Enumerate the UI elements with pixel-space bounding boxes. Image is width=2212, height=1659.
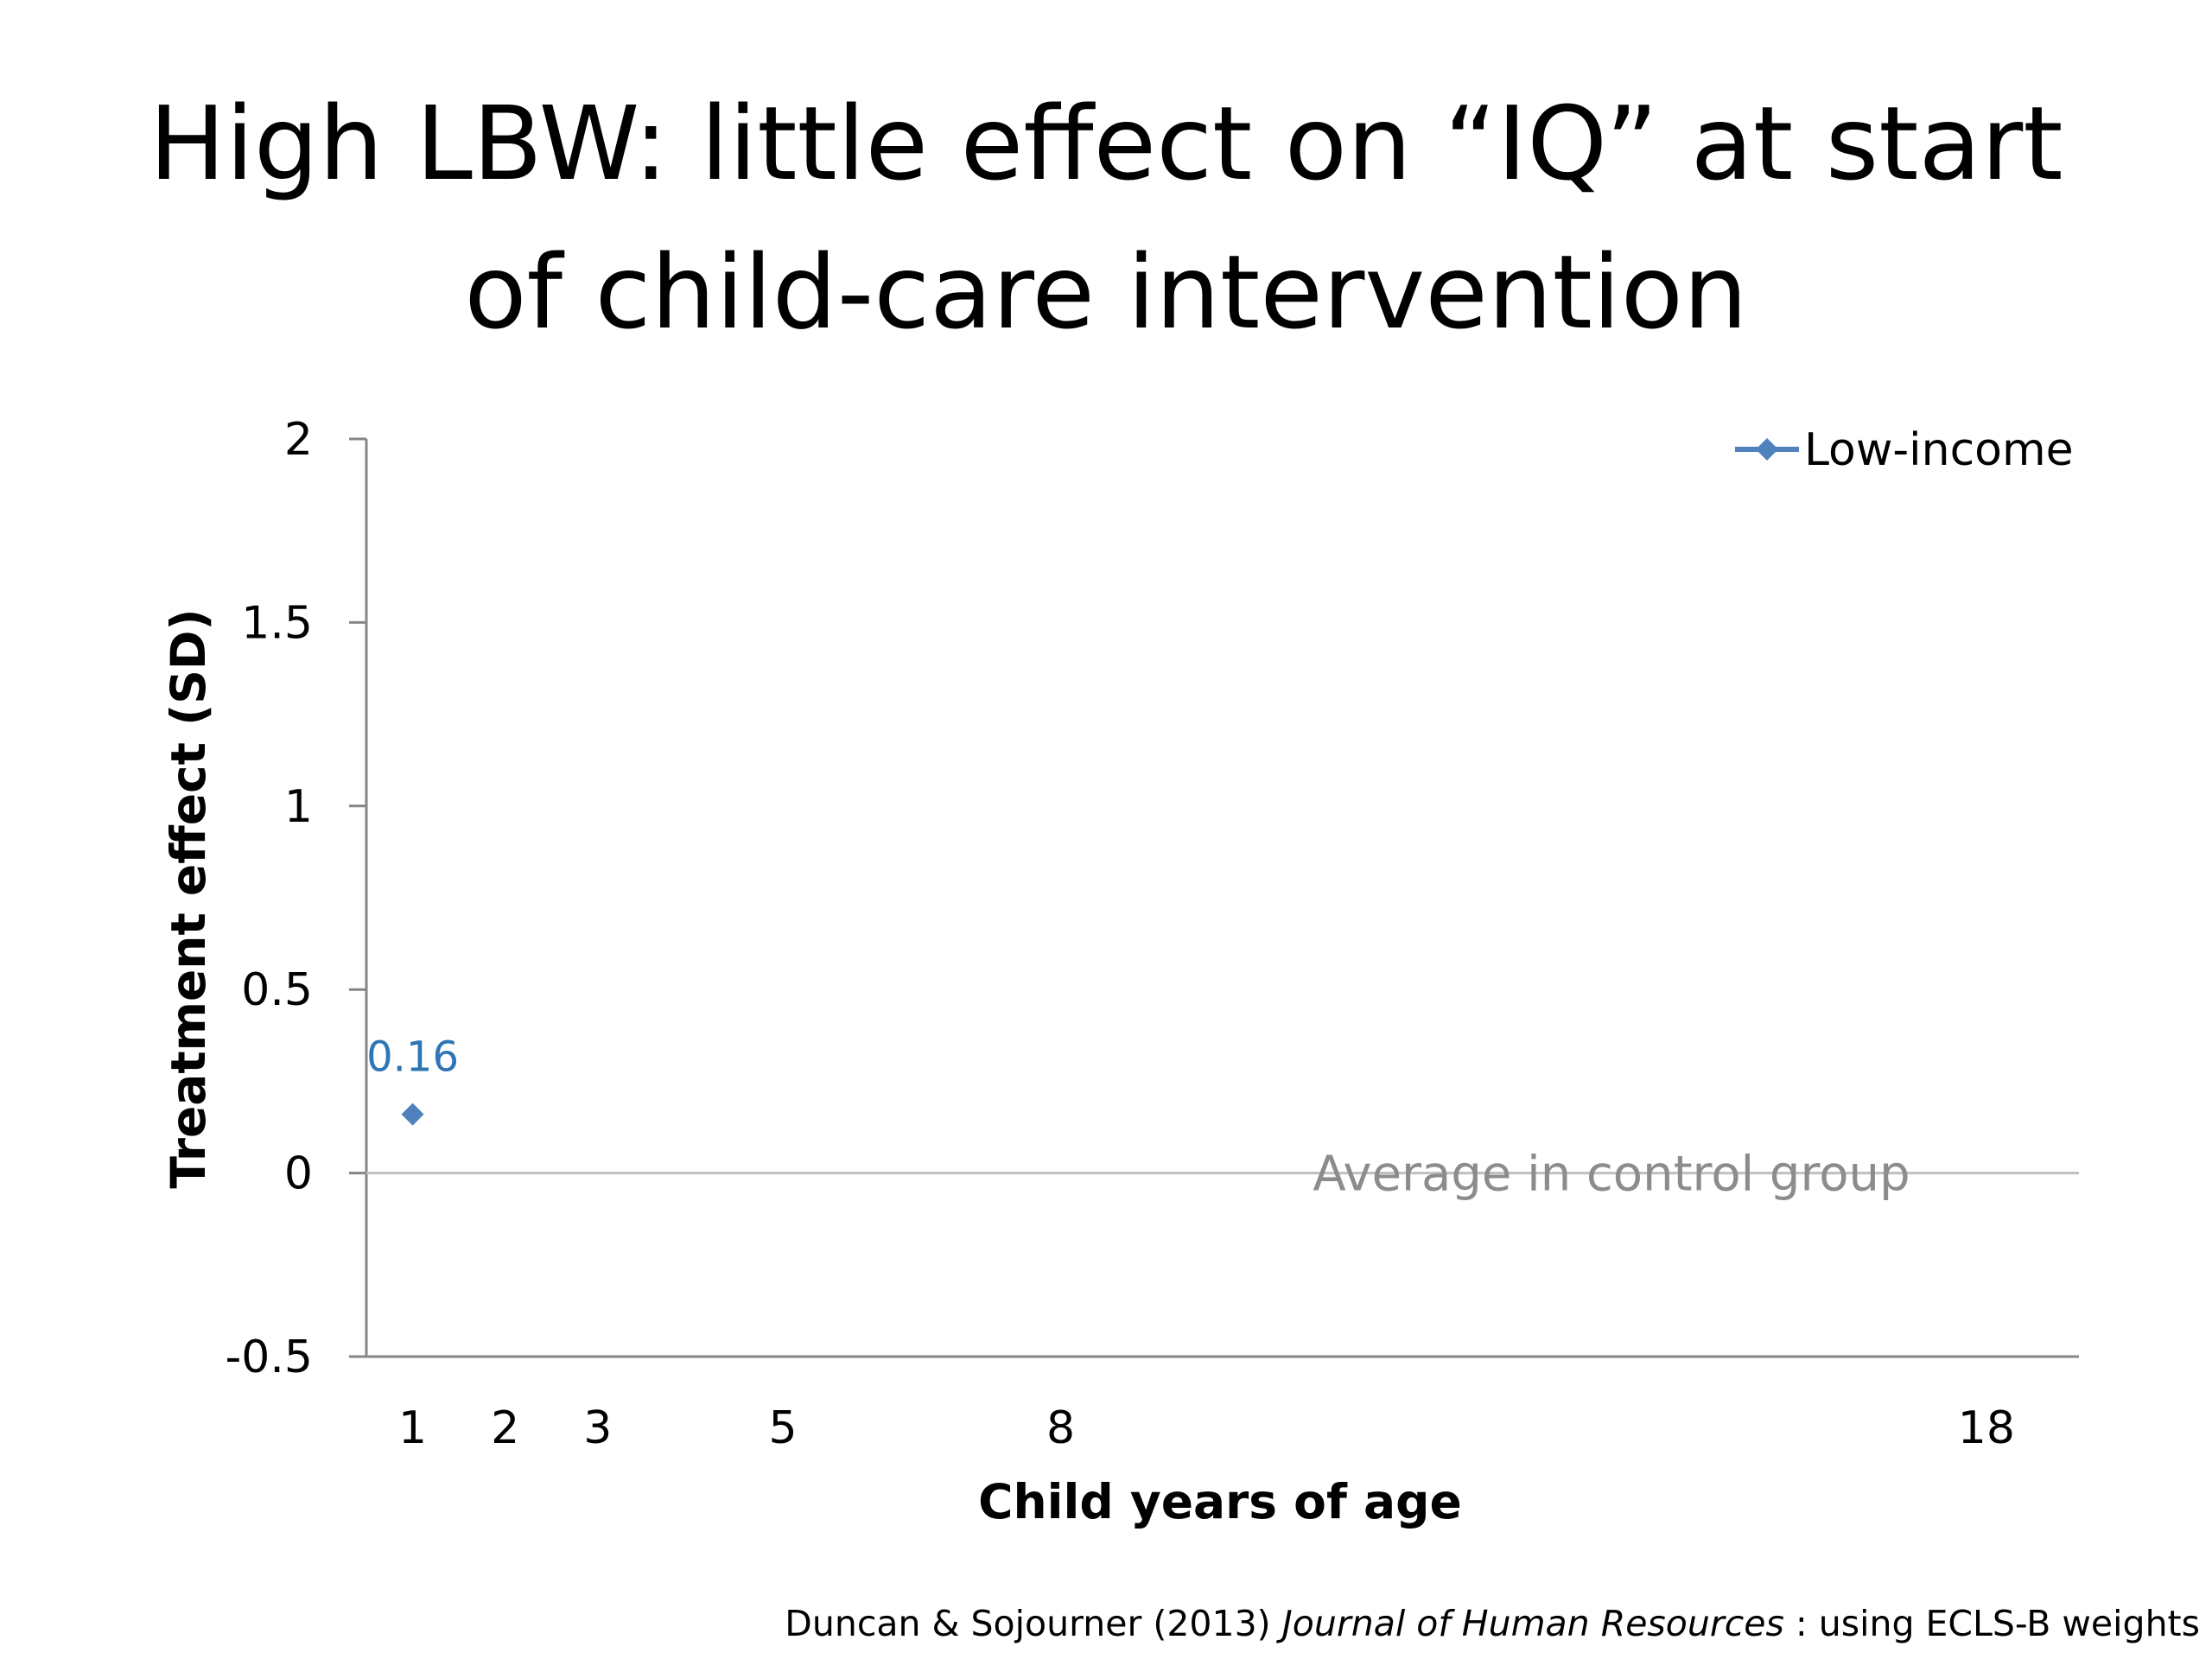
x-tick-label: 2 [491, 1402, 519, 1454]
data-point-marker [401, 1103, 424, 1126]
x-tick-label: 8 [1046, 1402, 1075, 1454]
x-axis-ticks: 1 2 3 5 8 18 [398, 1402, 2015, 1454]
slide-title-line-1: High LBW: little effect on “IQ” at start [149, 84, 2063, 203]
y-tick-label: 0 [284, 1148, 313, 1200]
x-tick-label: 3 [583, 1402, 612, 1454]
source-prefix: Duncan & Sojourner (2013) [785, 1603, 1282, 1644]
chart-axes [365, 439, 2079, 1358]
source-suffix: : using ECLS-B weights [1783, 1603, 2200, 1644]
y-tick-label: 2 [284, 414, 313, 466]
y-tick-label: 1.5 [241, 597, 313, 649]
chart-legend: Low-income [1735, 424, 2074, 476]
data-point-label: 0.16 [366, 1033, 459, 1082]
y-axis-ticks: -0.5 0 0.5 1 1.5 2 [226, 414, 366, 1383]
reference-line-group: Average in control group [366, 1147, 2079, 1203]
slide-title: High LBW: little effect on “IQ” at start… [0, 69, 2212, 366]
slide-title-line-2: of child-care intervention [464, 232, 1748, 352]
x-tick-label: 5 [769, 1402, 798, 1454]
x-tick-label: 1 [398, 1402, 427, 1454]
y-axis-title: Treatment effect (SD) [161, 608, 216, 1188]
y-tick-label: 0.5 [241, 964, 313, 1016]
legend-label: Low-income [1804, 424, 2074, 476]
source-citation: Duncan & Sojourner (2013) Journal of Hum… [785, 1603, 2200, 1644]
y-tick-label: 1 [284, 781, 313, 833]
legend-diamond-icon [1756, 438, 1778, 461]
x-axis-title: Child years of age [978, 1474, 1462, 1529]
data-marks: 0.16 [366, 1033, 459, 1126]
x-tick-label: 18 [1958, 1402, 2015, 1454]
control-average-label: Average in control group [1313, 1147, 1910, 1203]
source-journal: Journal of Human Resources [1281, 1603, 1784, 1644]
y-tick-label: -0.5 [226, 1332, 313, 1383]
